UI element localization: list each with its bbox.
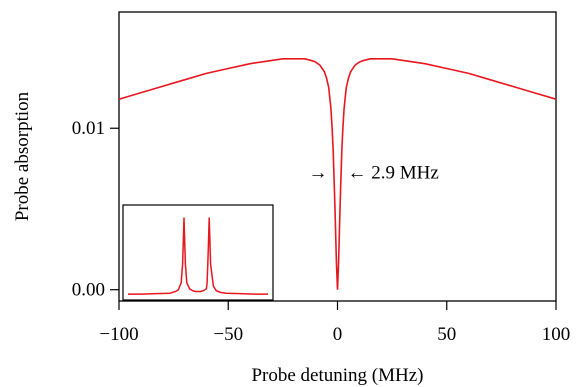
fwhm-left-arrow: → [309, 162, 328, 183]
inset-series-line [128, 217, 268, 295]
x-axis-title: Probe detuning (MHz) [251, 365, 423, 386]
y-tick-label: 0.01 [72, 118, 105, 139]
x-tick-label: −100 [99, 324, 138, 345]
series-line [118, 58, 557, 290]
y-axis-title: Probe absorption [12, 91, 33, 221]
x-axis-ticks: −100 −50 0 50 100 [99, 301, 570, 345]
x-tick-label: 100 [542, 324, 571, 345]
inset-frame [122, 204, 274, 301]
y-axis-ticks: 0.00 0.01 [72, 118, 119, 301]
inset-chart [122, 204, 274, 301]
y-tick-label: 0.00 [72, 280, 105, 301]
x-tick-label: 50 [437, 324, 456, 345]
x-tick-label: −50 [213, 324, 243, 345]
x-tick-label: 0 [333, 324, 343, 345]
fwhm-annotation-text: ← 2.9 MHz [348, 162, 439, 183]
